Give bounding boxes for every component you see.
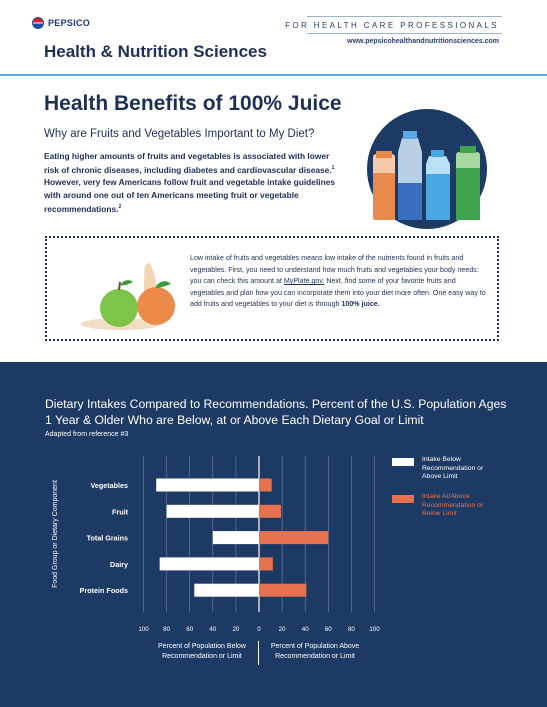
green-bottle-juice bbox=[456, 168, 480, 220]
blue-bottle-cap bbox=[403, 131, 417, 139]
bar-above-fruit bbox=[259, 504, 281, 518]
x-tick-label: 20 bbox=[279, 626, 286, 633]
bar-above-protein-foods bbox=[259, 583, 307, 597]
x-axis-caption-divider bbox=[258, 641, 259, 665]
lightblue-bottle-cap bbox=[431, 150, 444, 157]
juice-bottles-illustration bbox=[367, 109, 487, 229]
legend-swatch-above bbox=[392, 495, 414, 503]
bar-above-total-grains bbox=[259, 531, 329, 545]
x-tick-label: 80 bbox=[163, 626, 170, 633]
page-title: Health Benefits of 100% Juice bbox=[44, 92, 342, 115]
audience-label: FOR HEALTH CARE PROFESSIONALS bbox=[285, 21, 499, 30]
x-tick-label: 80 bbox=[348, 626, 355, 633]
apple-stem-icon bbox=[118, 281, 121, 291]
callout-text-1: Low intake of fruits and vegetables mean… bbox=[190, 254, 479, 286]
bar-below-dairy bbox=[159, 557, 259, 571]
bar-below-vegetables bbox=[156, 478, 259, 492]
orange-bottle-cap bbox=[376, 151, 392, 158]
y-axis-label: Food Group or Dietary Component bbox=[52, 480, 59, 588]
website-link[interactable]: www.pepsicohealthandnutritionsciences.co… bbox=[347, 38, 499, 45]
myplate-link[interactable]: MyPlate.gov. bbox=[283, 277, 325, 286]
x-tick-label: 40 bbox=[209, 626, 216, 633]
apple-icon bbox=[100, 289, 138, 327]
page-header: PEPSICO Health & Nutrition Sciences FOR … bbox=[0, 0, 547, 76]
x-tick-label: 0 bbox=[257, 626, 261, 633]
intro-text-1: Eating higher amounts of fruits and vege… bbox=[44, 151, 332, 176]
pepsico-logo: PEPSICO bbox=[32, 17, 90, 29]
tip-callout-box: Low intake of fruits and vegetables mean… bbox=[45, 236, 499, 341]
callout-text: Low intake of fruits and vegetables mean… bbox=[190, 253, 486, 311]
x-axis-caption-left: Percent of Population Below Recommendati… bbox=[158, 643, 246, 660]
blue-bottle-juice bbox=[398, 183, 422, 220]
intro-text-2: However, very few Americans follow fruit… bbox=[44, 177, 336, 214]
section-subtitle: Why are Fruits and Vegetables Important … bbox=[44, 128, 315, 140]
header-divider bbox=[0, 74, 547, 76]
x-tick-label: 100 bbox=[138, 626, 149, 633]
legend-label-below: Intake Below Recommendation or Above Lim… bbox=[422, 456, 484, 481]
audience-rule-bottom bbox=[307, 33, 502, 34]
chart-title: Dietary Intakes Compared to Recommendati… bbox=[45, 397, 507, 427]
reference-1: 1 bbox=[331, 165, 335, 172]
reference-2: 2 bbox=[118, 203, 122, 210]
x-tick-label: 60 bbox=[186, 626, 193, 633]
x-tick-label: 100 bbox=[369, 626, 380, 633]
pepsico-globe-icon bbox=[32, 17, 44, 29]
orange-fruit-icon bbox=[137, 287, 175, 325]
x-axis-caption-right: Percent of Population Above Recommendati… bbox=[270, 643, 360, 660]
x-tick-label: 60 bbox=[325, 626, 332, 633]
logo-text: PEPSICO bbox=[48, 18, 91, 28]
x-tick-label: 40 bbox=[302, 626, 309, 633]
callout-bold-text: 100% juice. bbox=[341, 300, 380, 309]
dietary-intake-chart: 100 80 60 40 20 0 20 40 60 80 100 Vegetables Fruit To… bbox=[52, 456, 380, 633]
orange-bottle-juice bbox=[373, 173, 395, 220]
bar-below-fruit bbox=[166, 504, 259, 518]
fruits-illustration bbox=[81, 262, 175, 330]
legend-label-above: Intake At/Above Recommendation or Below … bbox=[422, 493, 484, 518]
category-label: Total Grains bbox=[87, 534, 128, 543]
category-label: Fruit bbox=[112, 507, 129, 516]
orange-leaf-icon bbox=[156, 281, 171, 288]
x-tick-label: 20 bbox=[232, 626, 239, 633]
category-label: Dairy bbox=[110, 560, 128, 569]
legend-item-below: Intake Below Recommendation or Above Lim… bbox=[392, 456, 492, 482]
chart-source-note: Adapted from reference #3 bbox=[45, 431, 129, 438]
legend-swatch-below bbox=[392, 458, 414, 466]
apple-leaf-icon bbox=[120, 280, 133, 286]
audience-rule-top bbox=[307, 16, 502, 17]
bar-above-dairy bbox=[259, 557, 273, 571]
bar-below-total-grains bbox=[212, 531, 259, 545]
green-bottle-cap bbox=[460, 146, 476, 153]
legend-item-above: Intake At/Above Recommendation or Below … bbox=[392, 493, 492, 519]
bar-below-protein-foods bbox=[194, 583, 259, 597]
bar-above-vegetables bbox=[259, 478, 272, 492]
callout-text-2: Next, find some of your favorite fruits … bbox=[190, 277, 486, 309]
category-label: Vegetables bbox=[90, 481, 128, 490]
category-label: Protein Foods bbox=[80, 586, 128, 595]
lightblue-bottle-juice bbox=[426, 174, 450, 220]
brand-title: Health & Nutrition Sciences bbox=[44, 42, 267, 61]
intro-paragraph: Eating higher amounts of fruits and vege… bbox=[44, 150, 344, 215]
